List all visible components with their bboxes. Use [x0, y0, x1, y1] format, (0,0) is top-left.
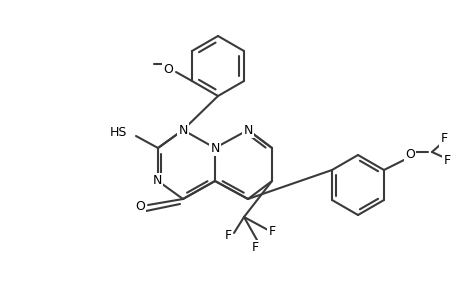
Text: F: F	[224, 230, 231, 242]
Text: O: O	[135, 200, 145, 214]
Text: HS: HS	[109, 125, 126, 139]
Text: N: N	[210, 142, 219, 154]
Text: N: N	[243, 124, 252, 136]
Text: F: F	[439, 133, 447, 146]
Text: O: O	[404, 148, 414, 161]
Text: N: N	[152, 175, 161, 188]
Text: F: F	[268, 226, 275, 238]
Text: F: F	[251, 242, 258, 254]
Text: N: N	[178, 124, 187, 136]
Text: O: O	[163, 62, 173, 76]
Text: F: F	[442, 154, 449, 166]
